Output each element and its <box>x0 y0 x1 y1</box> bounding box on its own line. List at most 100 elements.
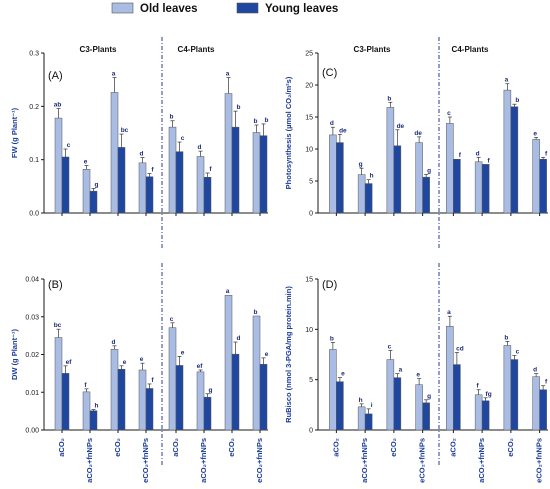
bar-young <box>89 190 98 214</box>
bar-young <box>393 145 402 214</box>
x-tick-label: aCO₂ <box>57 438 66 457</box>
significance-letter: f <box>151 377 154 384</box>
bar-old <box>415 142 423 214</box>
bar-young <box>175 151 184 214</box>
significance-letter: d <box>112 339 116 346</box>
significance-letter: c <box>447 110 451 117</box>
significance-letter: b <box>387 95 391 102</box>
significance-letter: c <box>516 349 520 356</box>
bar-old <box>252 315 261 431</box>
significance-letter: de <box>339 127 347 134</box>
significance-letter: cd <box>456 345 464 352</box>
y-tick-label: 25 <box>305 51 313 58</box>
bar-old <box>82 169 91 214</box>
bar-young <box>539 158 547 214</box>
legend-young-label: Young leaves <box>265 3 338 15</box>
bar-young <box>481 164 490 214</box>
y-tick-label: 15 <box>305 115 313 122</box>
significance-letter: ef <box>197 363 204 370</box>
significance-letter: c <box>67 142 71 149</box>
x-tick-label: eCO₂+fnNPs <box>418 438 427 483</box>
significance-letter: f <box>477 383 480 390</box>
bar-young <box>203 396 212 431</box>
legend-old-label: Old leaves <box>140 3 198 15</box>
bar-old <box>357 174 366 214</box>
significance-letter: h <box>370 173 374 180</box>
y-tick-label: 0.3 <box>29 51 39 58</box>
panel-label: (B) <box>48 279 63 291</box>
y-tick-label: 15 <box>305 277 313 284</box>
bar-old <box>503 345 512 431</box>
bar-old <box>110 92 119 214</box>
significance-letter: a <box>399 367 403 374</box>
bar-young <box>117 368 126 431</box>
significance-letter: fg <box>486 391 492 398</box>
significance-letter: g <box>209 387 213 394</box>
bar-young <box>145 388 154 431</box>
bar-old <box>224 93 233 214</box>
bar-young <box>393 377 402 431</box>
bar-young <box>510 106 519 214</box>
bar-old <box>138 162 147 214</box>
bar-old <box>196 371 205 431</box>
significance-letter: a <box>447 309 451 316</box>
x-tick-label: eCO₂+fnNPs <box>141 438 150 483</box>
legend: Old leaves Young leaves <box>111 2 338 15</box>
significance-letter: e <box>181 349 185 356</box>
significance-letter: c <box>170 316 174 323</box>
significance-letter: a <box>112 71 116 78</box>
bar-old <box>224 294 233 431</box>
y-tick-label: 0.03 <box>25 314 39 321</box>
y-tick-label: 5 <box>309 377 313 384</box>
bar-old <box>329 134 337 214</box>
group-title: C4-Plants <box>452 45 489 54</box>
panel-label: (C) <box>322 67 337 79</box>
bar-young <box>231 353 240 431</box>
bar-young <box>539 389 547 431</box>
y-tick-label: 0.00 <box>25 428 39 435</box>
significance-letter: e <box>84 159 88 166</box>
significance-letter: a <box>226 71 230 78</box>
x-tick-label: aCO₂ <box>171 438 180 457</box>
significance-letter: ab <box>54 101 62 108</box>
bar-young <box>61 373 70 431</box>
bar-young <box>364 183 373 214</box>
group-title: C3-Plants <box>354 45 391 54</box>
bar-old <box>82 391 91 431</box>
bar-old <box>138 369 147 431</box>
x-tick-label: aCO₂+fnNPs <box>199 438 208 483</box>
significance-letter: a <box>226 288 230 295</box>
significance-letter: f <box>459 152 462 159</box>
significance-letter: h <box>95 403 99 410</box>
bar-old <box>357 406 366 431</box>
bar-young <box>364 413 373 431</box>
legend-old-swatch <box>111 2 134 14</box>
bar-young <box>145 176 154 214</box>
significance-letter: b <box>515 97 519 104</box>
significance-letter: bc <box>121 127 129 134</box>
bar-old <box>168 327 177 431</box>
bar-old <box>386 359 395 431</box>
significance-letter: e <box>123 359 127 366</box>
significance-letter: ef <box>66 359 73 366</box>
significance-letter: g <box>95 181 99 188</box>
significance-letter: h <box>359 397 363 404</box>
bar-young <box>203 177 212 214</box>
y-tick-label: 5 <box>309 179 313 186</box>
significance-letter: e <box>416 372 420 379</box>
significance-letter: b <box>254 309 258 316</box>
bar-old <box>532 376 540 431</box>
bar-old <box>386 107 395 214</box>
group-title: C4-Plants <box>178 45 215 54</box>
significance-letter: e <box>341 371 345 378</box>
y-tick-label: 10 <box>305 327 313 334</box>
y-tick-label: 0.01 <box>25 390 39 397</box>
significance-letter: b <box>170 114 174 121</box>
significance-letter: f <box>209 166 212 173</box>
bar-old <box>474 161 483 214</box>
significance-letter: de <box>397 123 405 130</box>
y-tick-label: 0.2 <box>29 104 39 111</box>
y-tick-label: 20 <box>305 83 313 90</box>
bar-old <box>252 132 261 214</box>
